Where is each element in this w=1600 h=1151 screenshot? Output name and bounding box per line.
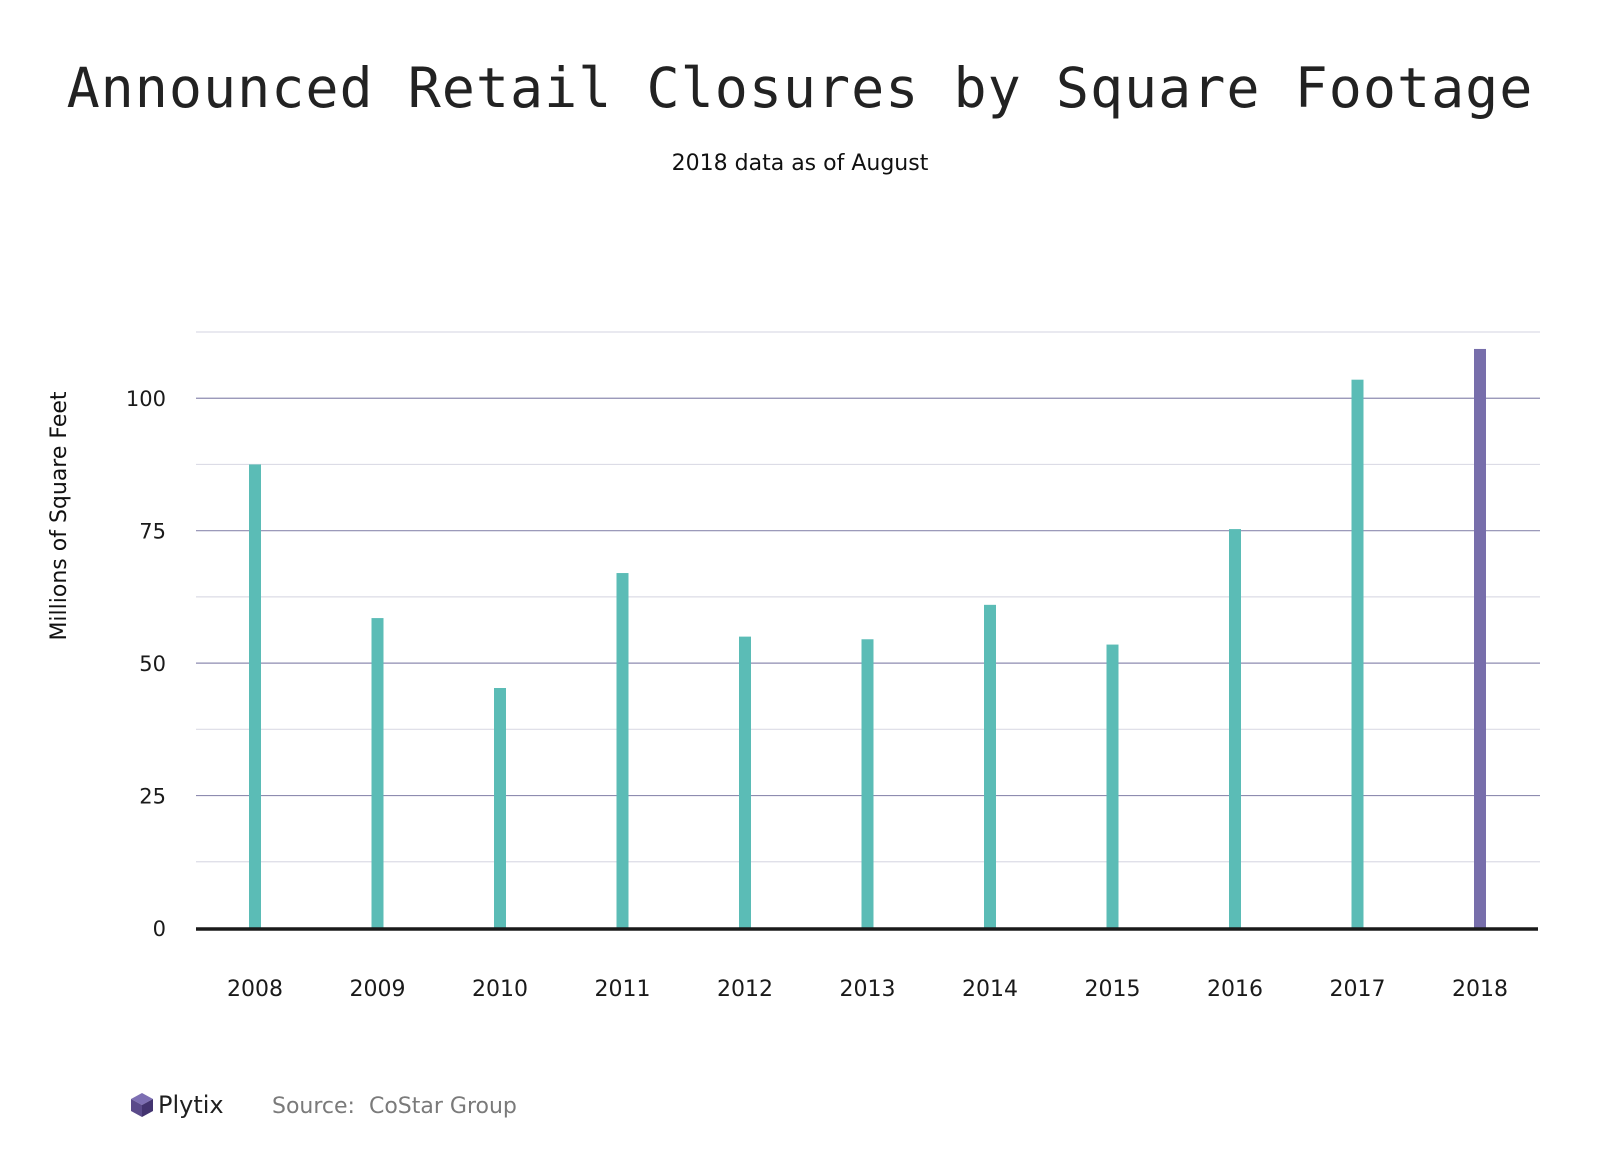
x-tick-label-2008: 2008 [227,977,283,1002]
bar-2009 [371,618,384,928]
x-tick-label-2011: 2011 [595,977,651,1002]
x-tick-label-2016: 2016 [1207,977,1263,1002]
bar-2018 [1474,348,1486,928]
source-label: Source: [272,1094,355,1119]
bar-2010 [494,688,506,928]
x-tick-label-2014: 2014 [962,977,1018,1002]
bar-2015 [1106,644,1119,928]
y-tick-label-25: 25 [139,785,166,809]
cube-icon [131,1093,153,1117]
y-axis-title: Millions of Square Feet [47,391,72,640]
x-tick-label-2012: 2012 [717,977,773,1002]
x-tick-label-2013: 2013 [840,977,896,1002]
chart-subtitle: 2018 data as of August [671,151,929,176]
bar-2008 [249,464,261,928]
bar-2016 [1229,529,1241,928]
bar-2011 [616,573,629,928]
x-tick-label-2018: 2018 [1452,977,1508,1002]
tick-labels: 0 25 50 75 100 2008 2009 2010 2011 2012 2013 2014 20… [47,387,1508,1002]
chart-title: Announced Retail Closures by Square Foot… [66,56,1534,120]
bar-2014 [984,604,996,928]
source-value: CoStar Group [368,1094,517,1119]
bar-2013 [861,639,874,928]
x-tick-label-2015: 2015 [1085,977,1141,1002]
y-tick-label-50: 50 [139,652,166,676]
bar-2017 [1351,379,1364,928]
x-tick-label-2017: 2017 [1330,977,1386,1002]
bars [249,348,1486,928]
brand-logo: Plytix [130,1091,224,1119]
brand-name: Plytix [158,1091,224,1119]
bar-2012 [739,636,751,928]
x-tick-label-2010: 2010 [472,977,528,1002]
y-tick-label-0: 0 [153,917,166,941]
y-tick-label-75: 75 [139,520,166,544]
y-tick-label-100: 100 [126,387,166,411]
x-tick-label-2009: 2009 [350,977,406,1002]
source-credit: Source: CoStar Group [272,1094,517,1119]
